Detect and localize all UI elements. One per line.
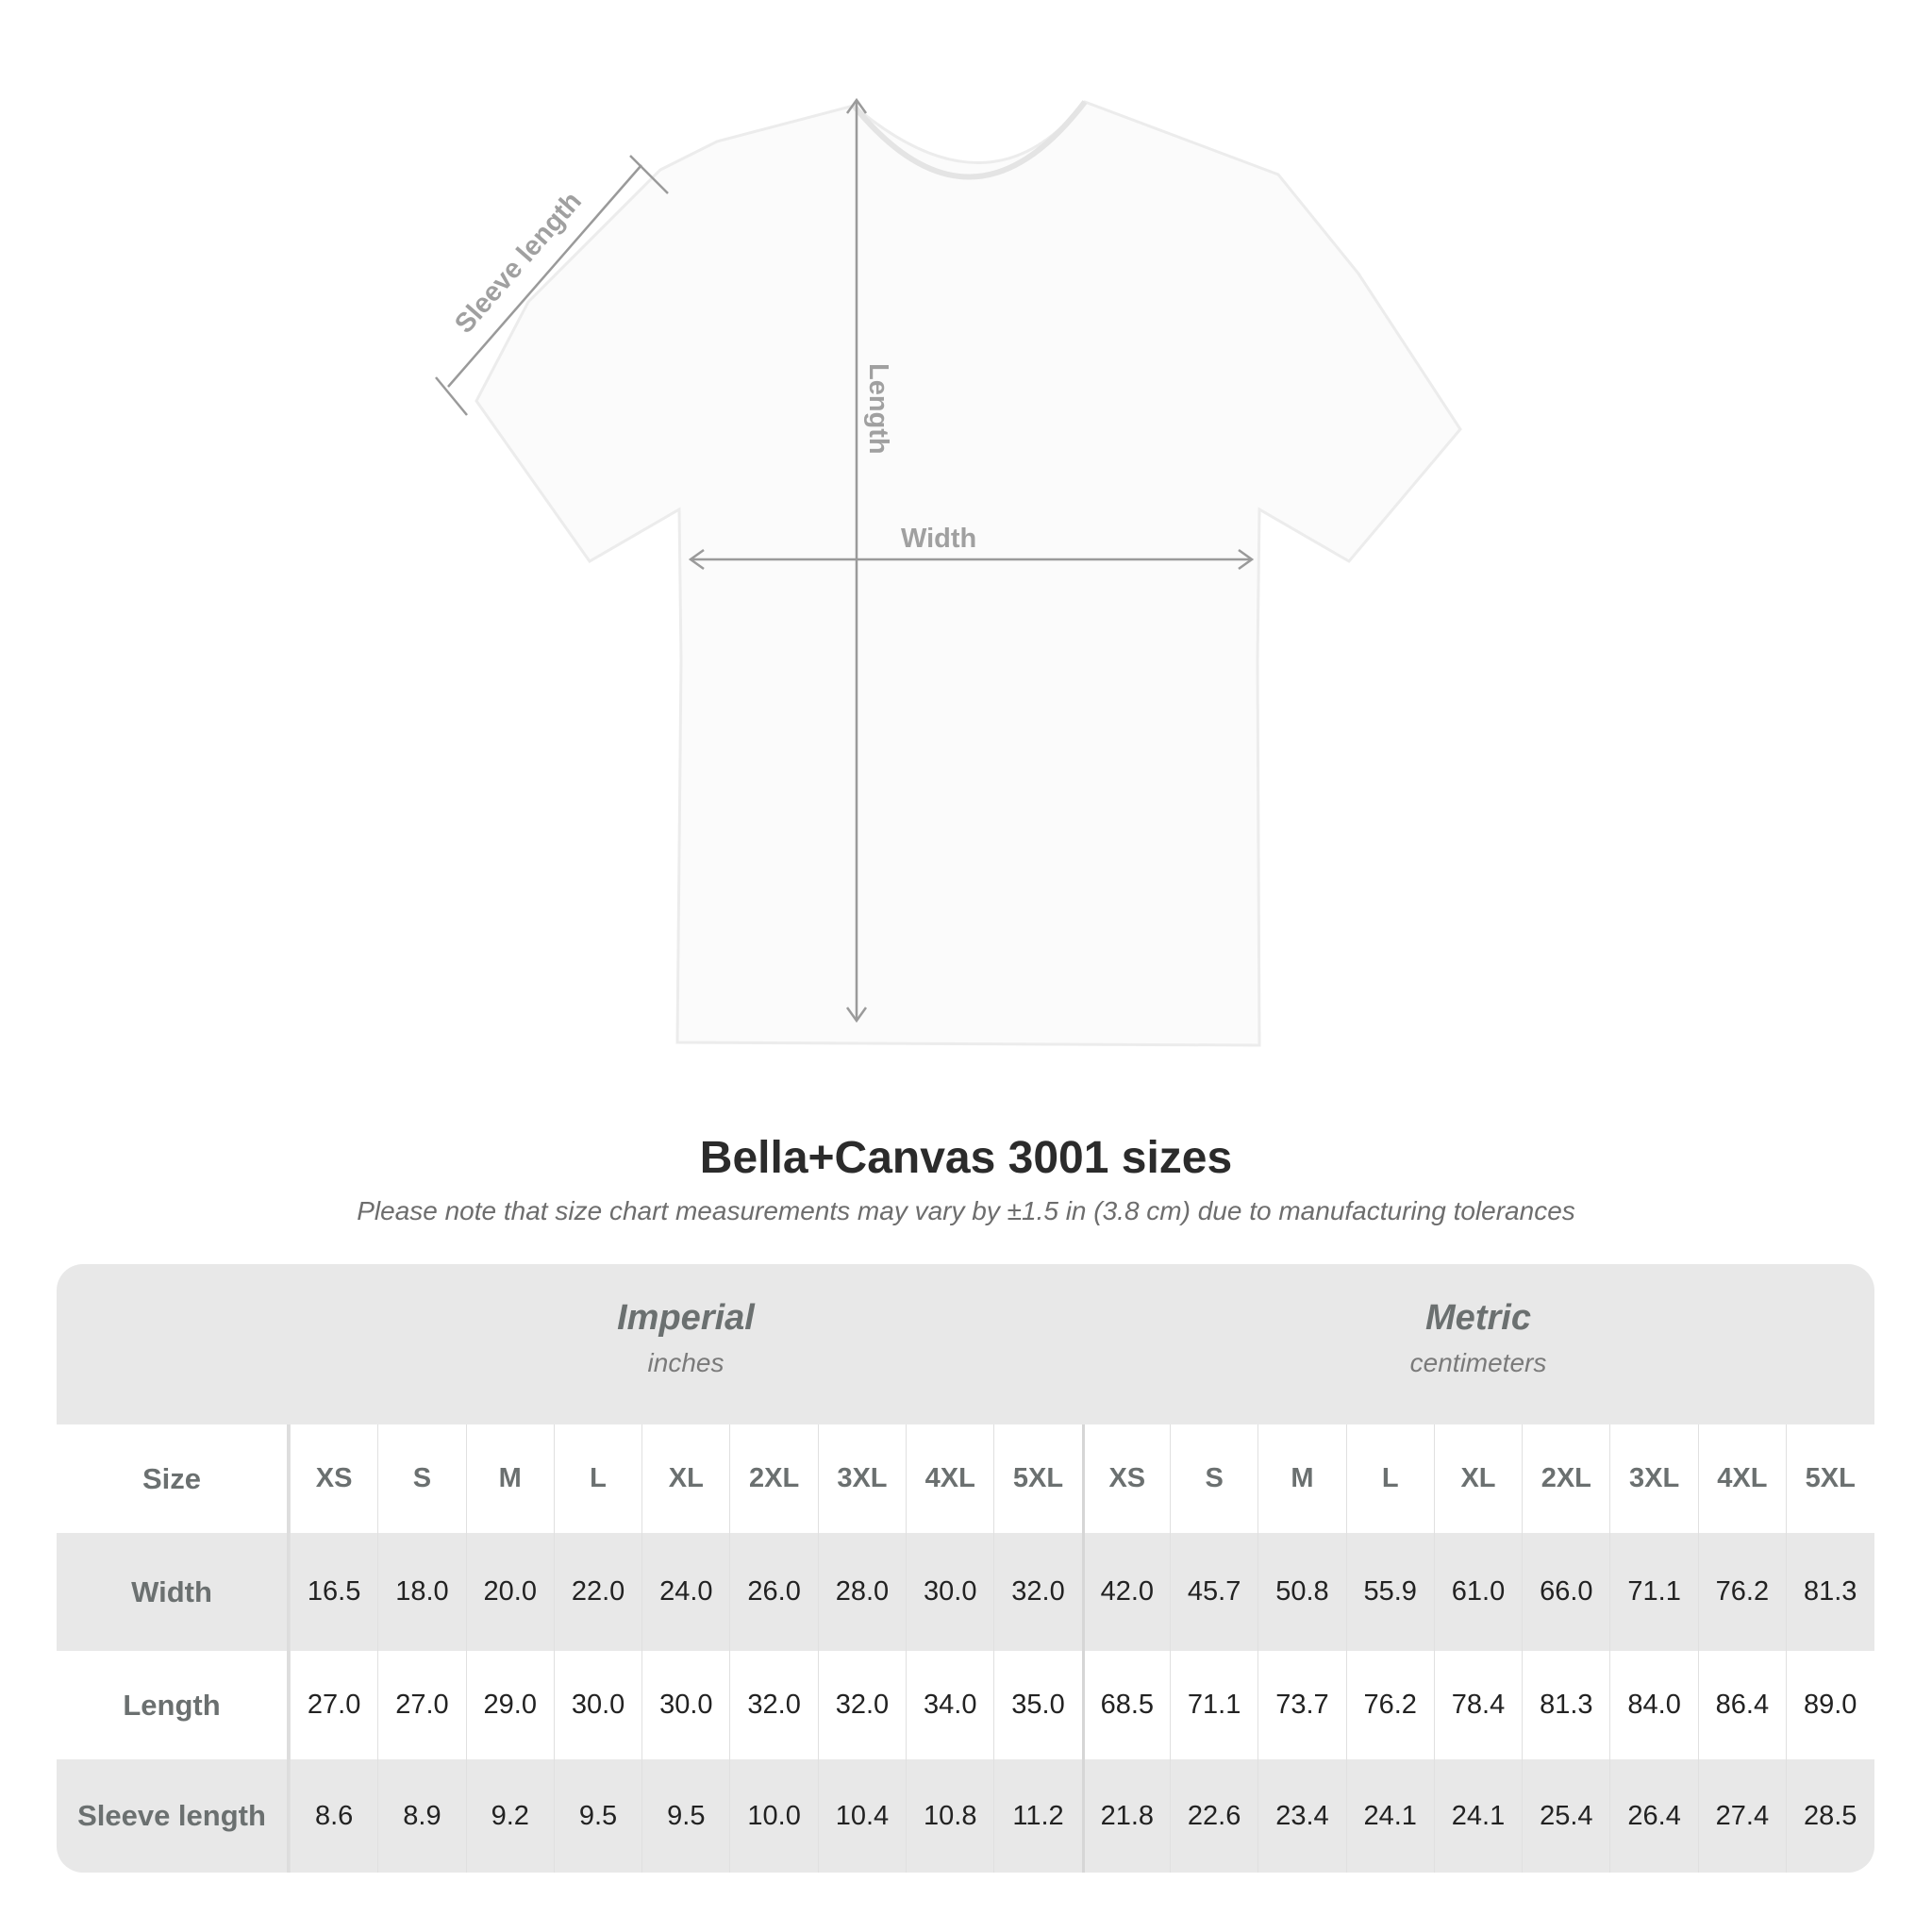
size-header-row: Size XS S M L XL 2XL 3XL 4XL 5XL XS S M L XL 2XL 3XL 4XL… bbox=[57, 1424, 1874, 1533]
tshirt-diagram: Sleeve length Length Width bbox=[435, 97, 1462, 1047]
size-header-cell: 2XL bbox=[1522, 1424, 1609, 1533]
size-header-cell: XS bbox=[290, 1424, 377, 1533]
size-header-cell: 5XL bbox=[993, 1424, 1081, 1533]
table-cell: 22.0 bbox=[553, 1533, 641, 1651]
metric-header: Metric centimeters bbox=[1082, 1264, 1874, 1424]
table-cell: 45.7 bbox=[1169, 1533, 1257, 1651]
table-cell: 42.0 bbox=[1081, 1533, 1170, 1651]
table-cell: 34.0 bbox=[906, 1651, 993, 1759]
table-cell: 61.0 bbox=[1433, 1533, 1522, 1651]
size-header-cell: XL bbox=[1433, 1424, 1522, 1533]
table-cell: 25.4 bbox=[1522, 1759, 1609, 1873]
length-label: Length bbox=[863, 363, 893, 455]
table-row: Sleeve length 8.6 8.9 9.2 9.5 9.5 10.0 10.4 10.8… bbox=[57, 1759, 1874, 1873]
table-cell: 71.1 bbox=[1169, 1651, 1257, 1759]
table-cell: 29.0 bbox=[465, 1651, 554, 1759]
table-cell: 71.1 bbox=[1609, 1533, 1697, 1651]
table-cell: 76.2 bbox=[1697, 1533, 1786, 1651]
size-header-cell: S bbox=[1169, 1424, 1257, 1533]
table-cell: 50.8 bbox=[1257, 1533, 1345, 1651]
table-cell: 18.0 bbox=[377, 1533, 465, 1651]
table-row: Length 27.0 27.0 29.0 30.0 30.0 32.0 32.0 34.0 35… bbox=[57, 1651, 1874, 1759]
table-cell: 27.0 bbox=[290, 1651, 377, 1759]
sleeve-arrow bbox=[447, 164, 642, 388]
table-cell: 81.3 bbox=[1522, 1651, 1609, 1759]
size-header-cell: 2XL bbox=[729, 1424, 817, 1533]
table-cell: 9.5 bbox=[553, 1759, 641, 1873]
table-cell: 30.0 bbox=[553, 1651, 641, 1759]
table-cell: 28.5 bbox=[1786, 1759, 1874, 1873]
table-cell: 32.0 bbox=[817, 1651, 906, 1759]
metric-unit: centimeters bbox=[1409, 1348, 1547, 1377]
table-cell: 21.8 bbox=[1081, 1759, 1170, 1873]
table-cell: 8.6 bbox=[290, 1759, 377, 1873]
row-label: Length bbox=[57, 1651, 290, 1759]
table-cell: 30.0 bbox=[906, 1533, 993, 1651]
size-header-cell: 3XL bbox=[1609, 1424, 1697, 1533]
table-cell: 10.4 bbox=[817, 1759, 906, 1873]
table-cell: 22.6 bbox=[1169, 1759, 1257, 1873]
table-cell: 66.0 bbox=[1522, 1533, 1609, 1651]
size-header-cell: L bbox=[1345, 1424, 1434, 1533]
table-cell: 9.5 bbox=[641, 1759, 729, 1873]
table-cell: 32.0 bbox=[729, 1651, 817, 1759]
table-cell: 27.4 bbox=[1697, 1759, 1786, 1873]
imperial-unit: inches bbox=[647, 1348, 724, 1377]
table-cell: 27.0 bbox=[377, 1651, 465, 1759]
table-cell: 23.4 bbox=[1257, 1759, 1345, 1873]
size-header-cell: S bbox=[377, 1424, 465, 1533]
table-cell: 20.0 bbox=[465, 1533, 554, 1651]
row-label: Width bbox=[57, 1533, 290, 1651]
size-label: Size bbox=[57, 1424, 290, 1533]
table-cell: 68.5 bbox=[1081, 1651, 1170, 1759]
table-cell: 26.4 bbox=[1609, 1759, 1697, 1873]
table-row: Width 16.5 18.0 20.0 22.0 24.0 26.0 28.0 30.0 32.… bbox=[57, 1533, 1874, 1651]
table-cell: 8.9 bbox=[377, 1759, 465, 1873]
table-cell: 76.2 bbox=[1345, 1651, 1434, 1759]
size-header-cell: XS bbox=[1081, 1424, 1170, 1533]
table-cell: 11.2 bbox=[993, 1759, 1081, 1873]
size-header-cell: M bbox=[465, 1424, 554, 1533]
size-header-cell: L bbox=[553, 1424, 641, 1533]
chart-title: Bella+Canvas 3001 sizes bbox=[699, 1133, 1233, 1183]
size-table: Imperial inches Metric centimeters Size … bbox=[57, 1264, 1874, 1873]
table-cell: 24.0 bbox=[641, 1533, 729, 1651]
tshirt-collar bbox=[851, 100, 1088, 180]
table-cell: 89.0 bbox=[1786, 1651, 1874, 1759]
size-header-cell: 4XL bbox=[906, 1424, 993, 1533]
size-header-cell: 3XL bbox=[817, 1424, 906, 1533]
size-header-cell: M bbox=[1257, 1424, 1345, 1533]
imperial-title: Imperial bbox=[617, 1298, 755, 1338]
table-cell: 35.0 bbox=[993, 1651, 1081, 1759]
table-cell: 10.8 bbox=[906, 1759, 993, 1873]
tolerance-note: Please note that size chart measurements… bbox=[357, 1196, 1575, 1225]
table-cell: 24.1 bbox=[1345, 1759, 1434, 1873]
size-header-cell: 5XL bbox=[1786, 1424, 1874, 1533]
tshirt-shape bbox=[475, 100, 1462, 1047]
metric-title: Metric bbox=[1425, 1298, 1531, 1338]
table-cell: 9.2 bbox=[465, 1759, 554, 1873]
table-cell: 32.0 bbox=[993, 1533, 1081, 1651]
table-cell: 73.7 bbox=[1257, 1651, 1345, 1759]
table-cell: 84.0 bbox=[1609, 1651, 1697, 1759]
table-cell: 26.0 bbox=[729, 1533, 817, 1651]
table-cell: 55.9 bbox=[1345, 1533, 1434, 1651]
table-cell: 78.4 bbox=[1433, 1651, 1522, 1759]
row-label: Sleeve length bbox=[57, 1759, 290, 1873]
size-header-cell: XL bbox=[641, 1424, 729, 1533]
imperial-header: Imperial inches bbox=[290, 1264, 1082, 1424]
table-cell: 30.0 bbox=[641, 1651, 729, 1759]
size-header-cell: 4XL bbox=[1697, 1424, 1786, 1533]
table-cell: 24.1 bbox=[1433, 1759, 1522, 1873]
table-cell: 10.0 bbox=[729, 1759, 817, 1873]
table-cell: 16.5 bbox=[290, 1533, 377, 1651]
width-label: Width bbox=[901, 524, 976, 554]
table-cell: 81.3 bbox=[1786, 1533, 1874, 1651]
table-cell: 28.0 bbox=[817, 1533, 906, 1651]
table-cell: 86.4 bbox=[1697, 1651, 1786, 1759]
